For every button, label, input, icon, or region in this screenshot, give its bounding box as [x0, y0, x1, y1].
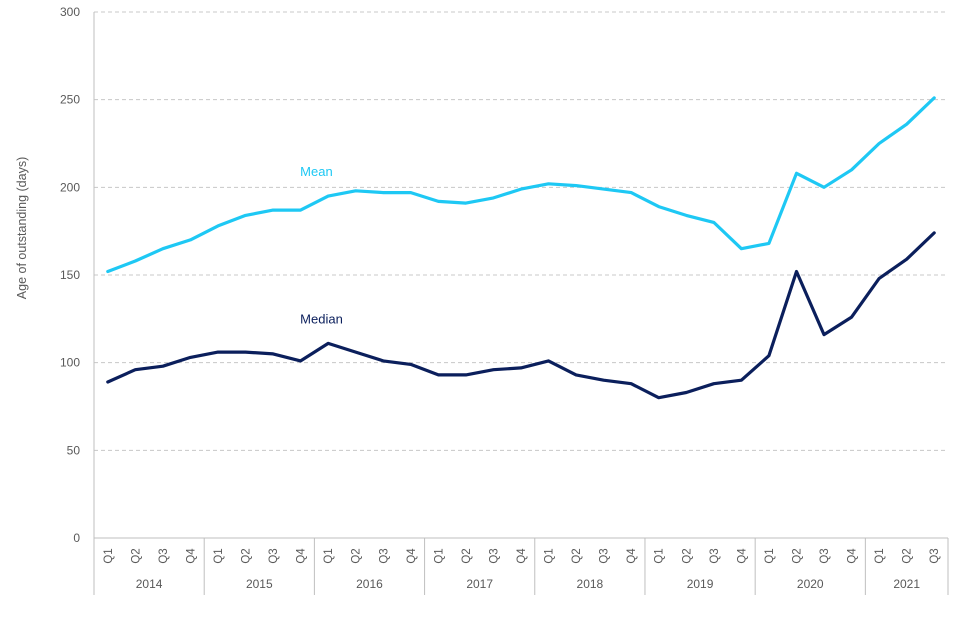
- x-tick-label: Q2: [241, 548, 253, 563]
- x-tick-label: Q2: [130, 548, 142, 563]
- year-label: 2014: [136, 577, 163, 591]
- x-tick-label: Q1: [874, 548, 886, 563]
- y-tick-label: 100: [60, 356, 80, 370]
- series-labels: Mean Median: [300, 164, 343, 326]
- year-label: 2016: [356, 577, 383, 591]
- y-tick-label: 150: [60, 268, 80, 282]
- x-tick-label: Q1: [103, 548, 115, 563]
- x-tick-label: Q4: [626, 548, 638, 564]
- x-tick-label: Q4: [296, 548, 308, 564]
- x-tick-label: Q4: [185, 548, 197, 564]
- x-tick-label: Q2: [351, 548, 363, 563]
- x-tick-label: Q3: [158, 548, 170, 563]
- x-tick-label: Q2: [791, 548, 803, 563]
- axes: 0 50 100 150 200 250 300 Q1 Q2 Q3 Q4 Q1 Q2 Q3 Q4 Q1 Q2 Q3…: [60, 5, 949, 595]
- x-tick-label: Q1: [213, 548, 225, 563]
- series-line-median: [106, 231, 936, 400]
- x-tick-label: Q2: [571, 548, 583, 563]
- y-tick-label: 300: [60, 5, 80, 19]
- x-tick-label: Q1: [764, 548, 776, 563]
- year-label: 2018: [577, 577, 604, 591]
- grid-lines: [94, 11, 948, 451]
- x-tick-label: Q3: [488, 548, 500, 563]
- y-axis-title: Age of outstanding (days): [15, 157, 29, 299]
- x-tick-label: Q4: [847, 548, 859, 564]
- year-label: 2019: [687, 577, 714, 591]
- x-tick-label: Q1: [544, 548, 556, 563]
- x-tick-label: Q4: [516, 548, 528, 564]
- year-label: 2020: [797, 577, 824, 591]
- x-tick-label: Q3: [268, 548, 280, 563]
- x-tick-label: Q3: [709, 548, 721, 563]
- series-line-mean: [106, 96, 936, 274]
- x-tick-label: Q4: [736, 548, 748, 564]
- y-tick-label: 50: [67, 443, 81, 457]
- x-tick-label: Q1: [654, 548, 666, 563]
- series-lines: [106, 96, 936, 400]
- x-tick-label: Q2: [902, 548, 914, 563]
- x-tick-label: Q2: [681, 548, 693, 563]
- x-tick-label: Q3: [819, 548, 831, 563]
- year-label: 2017: [466, 577, 493, 591]
- y-tick-label: 0: [73, 531, 80, 545]
- x-tick-label: Q4: [406, 548, 418, 564]
- year-label: 2021: [893, 577, 920, 591]
- series-label-mean: Mean: [300, 164, 333, 179]
- x-tick-label: Q1: [433, 548, 445, 563]
- x-tick-label: Q3: [929, 548, 941, 563]
- series-label-median: Median: [300, 311, 343, 326]
- x-tick-label: Q3: [599, 548, 611, 563]
- y-tick-label: 200: [60, 180, 80, 194]
- x-tick-label: Q1: [323, 548, 335, 563]
- year-label: 2015: [246, 577, 273, 591]
- x-tick-label: Q3: [378, 548, 390, 563]
- y-tick-label: 250: [60, 93, 80, 107]
- x-tick-label: Q2: [461, 548, 473, 563]
